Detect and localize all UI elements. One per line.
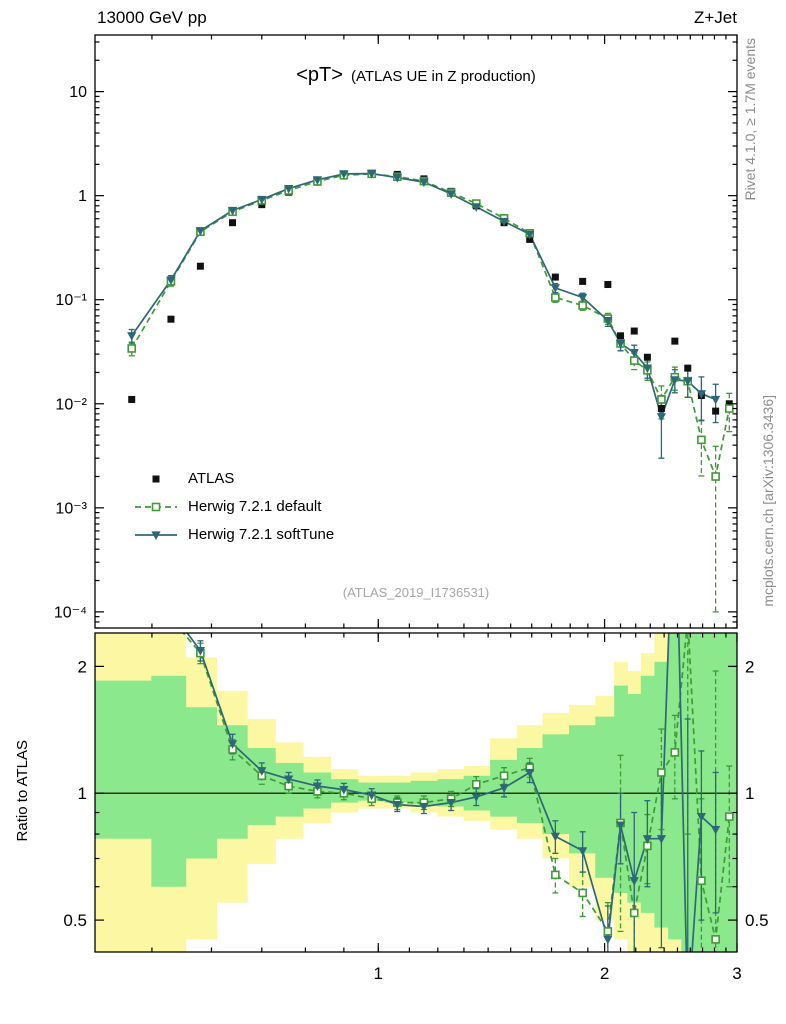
analysis-subtitle: (ATLAS UE in Z production) (350, 68, 536, 85)
svg-text:2: 2 (745, 657, 754, 676)
mcplots-arxiv-note: mcplots.cern.ch [arXiv:1306.3436] (760, 395, 776, 607)
svg-text:10: 10 (69, 84, 87, 101)
svg-text:2: 2 (78, 657, 87, 676)
svg-text:1: 1 (78, 784, 87, 803)
svg-text:1: 1 (745, 784, 754, 803)
svg-text:1: 1 (374, 964, 383, 983)
svg-text:10⁻⁴: 10⁻⁴ (54, 604, 87, 621)
svg-text:1: 1 (78, 188, 87, 205)
svg-text:10⁻¹: 10⁻¹ (55, 292, 87, 309)
plot-title: <pT> (ATLAS UE in Z production) (95, 64, 737, 87)
analysis-id-watermark: (ATLAS_2019_I1736531) (342, 585, 490, 600)
rivet-version-note: Rivet 4.1.0, ≥ 1.7M events (742, 38, 758, 201)
process-label: Z+Jet (694, 8, 737, 27)
svg-text:0.5: 0.5 (745, 911, 769, 930)
beam-energy-label: 13000 GeV pp (97, 8, 207, 27)
svg-text:3: 3 (732, 964, 741, 983)
observable-title: <pT> (296, 64, 343, 86)
legend-label-herwig-default: Herwig 7.2.1 default (188, 498, 322, 515)
legend-label-atlas: ATLAS (188, 470, 235, 487)
legend-label-herwig-softtune: Herwig 7.2.1 softTune (188, 526, 335, 543)
svg-text:10⁻²: 10⁻² (55, 396, 87, 413)
svg-text:0.5: 0.5 (63, 911, 87, 930)
ratio-y-axis-label: Ratio to ATLAS (14, 740, 31, 842)
svg-text:2: 2 (600, 964, 609, 983)
svg-text:10⁻³: 10⁻³ (55, 500, 87, 517)
